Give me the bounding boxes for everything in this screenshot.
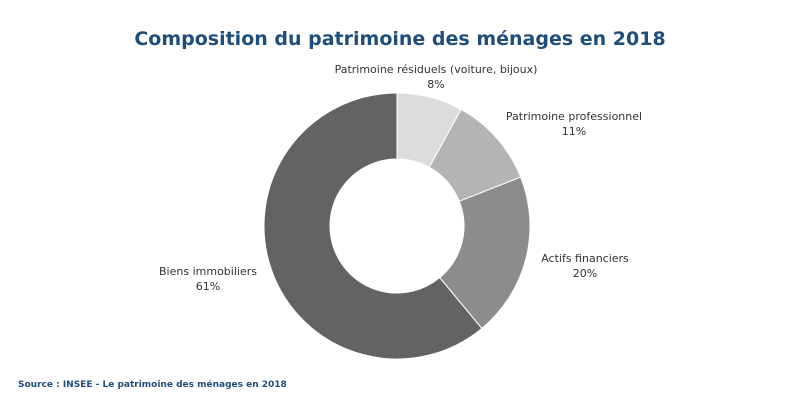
slice-label: Biens immobiliers [159,265,257,278]
slice-value-label: 11% [562,125,586,138]
slice-label: Patrimoine professionnel [506,110,642,123]
slice-value-label: 8% [427,78,444,91]
slice-value-label: 61% [196,280,220,293]
slice-label: Patrimoine résiduels (voiture, bijoux) [335,63,538,76]
slice-value-label: 20% [573,267,597,280]
source-note: Source : INSEE - Le patrimoine des ménag… [18,380,287,390]
slice-3 [263,92,483,360]
slice-2 [439,176,531,330]
slice-label: Actifs financiers [541,252,629,265]
chart-title: Composition du patrimoine des ménages en… [134,28,666,50]
